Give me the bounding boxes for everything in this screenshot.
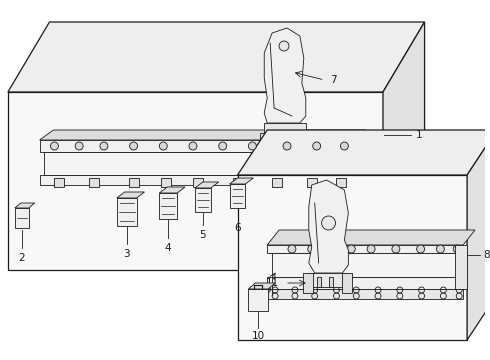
Polygon shape (40, 140, 351, 152)
Text: 3: 3 (123, 249, 130, 259)
Bar (329, 277, 333, 287)
Text: 7: 7 (331, 75, 337, 85)
Circle shape (347, 245, 355, 253)
Bar (307, 178, 317, 187)
Text: 8: 8 (483, 250, 490, 260)
Circle shape (50, 142, 58, 150)
Polygon shape (267, 230, 475, 245)
Polygon shape (230, 184, 245, 208)
Polygon shape (264, 28, 306, 123)
Polygon shape (467, 130, 490, 340)
Circle shape (219, 142, 227, 150)
Circle shape (248, 142, 256, 150)
Bar (233, 178, 243, 187)
Polygon shape (159, 193, 177, 219)
Polygon shape (15, 208, 29, 228)
Circle shape (283, 142, 291, 150)
Polygon shape (309, 273, 348, 287)
Polygon shape (248, 283, 275, 289)
Bar (272, 178, 282, 187)
Polygon shape (298, 133, 308, 150)
Polygon shape (267, 289, 463, 299)
Polygon shape (159, 187, 185, 193)
Polygon shape (40, 175, 351, 185)
Polygon shape (195, 188, 211, 212)
Circle shape (392, 245, 400, 253)
Text: 11: 11 (266, 278, 279, 288)
Circle shape (453, 245, 461, 253)
Bar (317, 277, 320, 287)
Polygon shape (117, 192, 145, 198)
Circle shape (189, 142, 197, 150)
Polygon shape (267, 277, 463, 289)
Polygon shape (303, 273, 313, 293)
Polygon shape (15, 203, 35, 208)
Bar (161, 178, 171, 187)
Polygon shape (272, 253, 458, 277)
Text: 9: 9 (264, 285, 270, 295)
Text: 10: 10 (252, 331, 265, 341)
Circle shape (328, 245, 336, 253)
Circle shape (308, 245, 316, 253)
Bar (455, 245, 467, 289)
Circle shape (159, 142, 167, 150)
Bar (89, 178, 99, 187)
Polygon shape (8, 22, 424, 92)
Polygon shape (248, 289, 268, 311)
Polygon shape (230, 178, 253, 184)
Circle shape (341, 142, 348, 150)
Circle shape (416, 245, 424, 253)
Polygon shape (267, 245, 463, 253)
Polygon shape (8, 92, 383, 270)
Circle shape (437, 245, 444, 253)
Circle shape (100, 142, 108, 150)
Circle shape (279, 41, 289, 51)
Text: 5: 5 (199, 230, 206, 240)
Text: 4: 4 (165, 243, 172, 253)
Bar (54, 178, 64, 187)
Polygon shape (309, 180, 348, 273)
Circle shape (321, 216, 336, 230)
Circle shape (75, 142, 83, 150)
Text: 1: 1 (416, 130, 422, 140)
Text: 2: 2 (19, 253, 25, 263)
Polygon shape (40, 130, 365, 140)
Circle shape (367, 245, 375, 253)
Bar (193, 178, 203, 187)
Polygon shape (343, 273, 352, 293)
Text: 6: 6 (234, 223, 241, 233)
Polygon shape (44, 152, 347, 175)
Bar (337, 178, 346, 187)
Polygon shape (238, 175, 467, 340)
Polygon shape (195, 182, 219, 188)
Polygon shape (264, 123, 306, 138)
Polygon shape (383, 22, 424, 270)
Circle shape (313, 142, 320, 150)
Polygon shape (117, 198, 137, 226)
Circle shape (130, 142, 138, 150)
Bar (129, 178, 139, 187)
Polygon shape (267, 138, 302, 150)
Polygon shape (260, 133, 270, 150)
Polygon shape (238, 130, 490, 175)
Circle shape (288, 245, 296, 253)
